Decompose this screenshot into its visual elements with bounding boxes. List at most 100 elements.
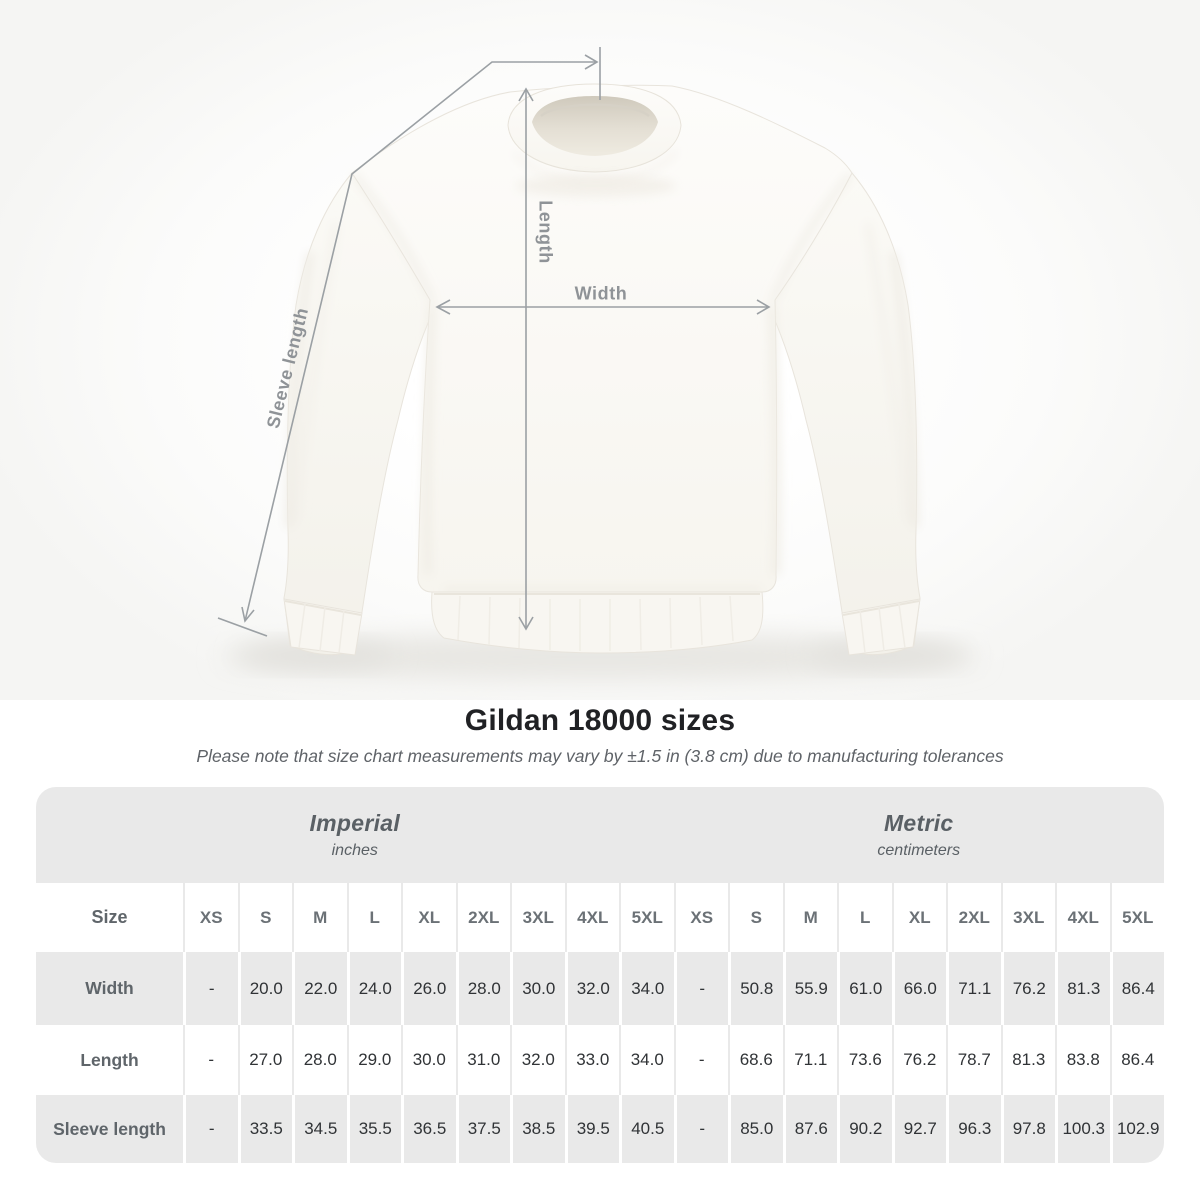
length-arrow-top	[518, 87, 534, 102]
table-cell: 29.0	[346, 1025, 401, 1095]
table-cell: 90.2	[837, 1095, 892, 1163]
sweatshirt-image	[217, 47, 980, 681]
imperial-group-header: Imperial inches	[36, 787, 674, 883]
right-cuff	[841, 598, 921, 656]
table-cell: 32.0	[564, 952, 619, 1025]
table-cell: 66.0	[891, 952, 946, 1025]
width-arrow-right	[756, 299, 771, 315]
table-cell: 76.2	[891, 1025, 946, 1095]
table-cell: -	[183, 952, 238, 1025]
table-cell: 61.0	[837, 952, 892, 1025]
table-cell: 81.3	[1000, 1025, 1055, 1095]
row-label: Sleeve length	[36, 1095, 183, 1163]
size-col-header: 4XL	[1055, 883, 1110, 952]
table-cell: 36.5	[401, 1095, 456, 1163]
table-cell: 37.5	[455, 1095, 510, 1163]
table-cell: 40.5	[619, 1095, 674, 1163]
table-cell: 24.0	[346, 952, 401, 1025]
metric-group-unit: centimeters	[877, 842, 961, 859]
table-cell: 73.6	[837, 1025, 892, 1095]
measurement-lines	[217, 47, 771, 637]
table-cell: 26.0	[401, 952, 456, 1025]
size-col-header: XL	[401, 883, 456, 952]
size-col-header: L	[837, 883, 892, 952]
table-cell: 85.0	[728, 1095, 783, 1163]
size-col-header: 5XL	[1109, 883, 1164, 952]
size-col-header: S	[237, 883, 292, 952]
table-cell: 50.8	[728, 952, 783, 1025]
size-column-header: Size	[36, 883, 183, 952]
length-arrow-bottom	[518, 616, 534, 631]
imperial-group-label: Imperial	[309, 810, 401, 836]
table-cell: 102.9	[1109, 1095, 1164, 1163]
size-col-header: S	[728, 883, 783, 952]
table-cell: 83.8	[1055, 1025, 1110, 1095]
size-col-header: 3XL	[1000, 883, 1055, 952]
left-cuff	[283, 598, 363, 656]
sleeve-arrow-right	[584, 54, 599, 70]
table-cell: 96.3	[946, 1095, 1001, 1163]
metric-group-label: Metric	[883, 810, 954, 836]
size-col-header: 4XL	[564, 883, 619, 952]
sleeve-arrow-end	[241, 606, 255, 623]
metric-group-header: Metric centimeters	[673, 787, 1164, 883]
table-cell: -	[183, 1095, 238, 1163]
table-cell: 30.0	[510, 952, 565, 1025]
table-cell: 34.0	[619, 952, 674, 1025]
table-cell: 33.5	[237, 1095, 292, 1163]
size-col-header: XS	[673, 883, 728, 952]
width-arrow-left	[435, 299, 451, 315]
collar	[507, 83, 682, 197]
table-cell: -	[673, 952, 728, 1025]
table-cell: 68.6	[728, 1025, 783, 1095]
table-cell: 76.2	[1000, 952, 1055, 1025]
drop-shadow	[220, 633, 980, 681]
sleeve-cap-line	[217, 617, 268, 637]
length-measure-label: Length	[535, 200, 556, 264]
table-cell: 71.1	[946, 952, 1001, 1025]
body-shading	[352, 173, 852, 592]
size-col-header: M	[292, 883, 347, 952]
size-col-header: 2XL	[455, 883, 510, 952]
row-label: Width	[36, 952, 183, 1025]
size-col-header: XL	[891, 883, 946, 952]
size-col-header: L	[346, 883, 401, 952]
table-cell: 55.9	[782, 952, 837, 1025]
row-label: Length	[36, 1025, 183, 1095]
size-col-header: XS	[183, 883, 238, 952]
table-cell: 32.0	[510, 1025, 565, 1095]
table-cell: 100.3	[1055, 1095, 1110, 1163]
table-cell: 38.5	[510, 1095, 565, 1163]
table-cell: 87.6	[782, 1095, 837, 1163]
table-cell: 33.0	[564, 1025, 619, 1095]
sleeve-line	[244, 61, 597, 622]
size-col-header: 3XL	[510, 883, 565, 952]
size-col-header: M	[782, 883, 837, 952]
table-cell: 28.0	[455, 952, 510, 1025]
table-cell: 20.0	[237, 952, 292, 1025]
table-cell: -	[183, 1025, 238, 1095]
table-cell: 86.4	[1109, 1025, 1164, 1095]
product-photo: Length Width Sleeve length	[0, 0, 1200, 700]
tolerance-note: Please note that size chart measurements…	[196, 746, 1004, 766]
table-cell: 78.7	[946, 1025, 1001, 1095]
table-cell: 34.0	[619, 1025, 674, 1095]
sleeve-folds	[285, 222, 919, 529]
page-title: Gildan 18000 sizes	[464, 704, 736, 737]
imperial-group-unit: inches	[331, 842, 378, 859]
table-cell: -	[673, 1095, 728, 1163]
table-cell: 86.4	[1109, 952, 1164, 1025]
size-chart-grid: Imperial inches Metric centimeters Size X…	[36, 787, 1164, 1163]
hem-band	[431, 591, 764, 654]
table-cell: 30.0	[401, 1025, 456, 1095]
table-cell: 34.5	[292, 1095, 347, 1163]
table-cell: 39.5	[564, 1095, 619, 1163]
width-measure-label: Width	[574, 283, 628, 304]
table-cell: 27.0	[237, 1025, 292, 1095]
table-cell: 92.7	[891, 1095, 946, 1163]
table-cell: 71.1	[782, 1025, 837, 1095]
table-cell: 28.0	[292, 1025, 347, 1095]
size-col-header: 5XL	[619, 883, 674, 952]
table-cell: 22.0	[292, 952, 347, 1025]
table-cell: 31.0	[455, 1025, 510, 1095]
